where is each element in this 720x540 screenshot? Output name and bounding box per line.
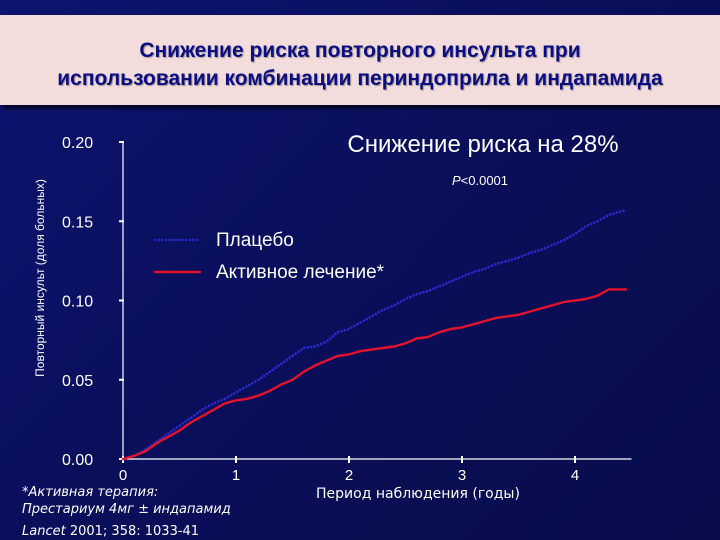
series-line-placebo [121, 208, 628, 461]
legend: Плацебо Активное лечение* [153, 230, 385, 283]
y-tick-label: 0.15 [62, 214, 93, 231]
y-tick-label: 0.00 [62, 452, 93, 469]
x-tick-label: 0 [119, 467, 127, 484]
y-tick-label: 0.10 [62, 294, 93, 311]
citation-journal: Lancet [22, 524, 67, 539]
y-ticks: 0.00 0.05 0.10 0.15 0.20 [62, 135, 124, 469]
slide-title: Снижение риска повторного инсульта при и… [0, 37, 720, 93]
x-tick-label: 4 [571, 467, 579, 484]
risk-reduction-annotation: Снижение риска на 28% [347, 131, 618, 158]
legend-label-active: Активное лечение* [216, 262, 385, 283]
footnote-line-1: *Активная терапия: [22, 485, 158, 500]
x-axis-label: Период наблюдения (годы) [316, 486, 520, 502]
x-tick-label: 2 [345, 467, 353, 484]
series-layer [121, 208, 628, 461]
citation: Lancet 2001; 358: 1033-41 [22, 524, 199, 539]
x-ticks: 0 1 2 3 4 [119, 456, 579, 484]
y-axis-label: Повторный инсульт (доля больных) [33, 179, 47, 377]
y-tick-label: 0.05 [62, 373, 93, 390]
p-value-letter: P [452, 173, 461, 188]
series-line-active [121, 288, 628, 461]
title-line-2: использовании комбинации периндоприла и … [57, 67, 663, 90]
footnote-line-2: Престариум 4мг ± индапамид [22, 502, 231, 517]
legend-label-placebo: Плацебо [216, 230, 294, 251]
y-tick-label: 0.20 [62, 135, 93, 152]
x-tick-label: 3 [458, 467, 466, 484]
x-tick-label: 1 [232, 467, 240, 484]
citation-details: 2001; 358: 1033-41 [66, 524, 199, 539]
title-line-1: Снижение риска повторного инсульта при [139, 39, 581, 62]
p-value-text: <0.0001 [461, 173, 508, 188]
title-band [0, 15, 720, 105]
p-value-annotation: P<0.0001 [452, 173, 508, 188]
